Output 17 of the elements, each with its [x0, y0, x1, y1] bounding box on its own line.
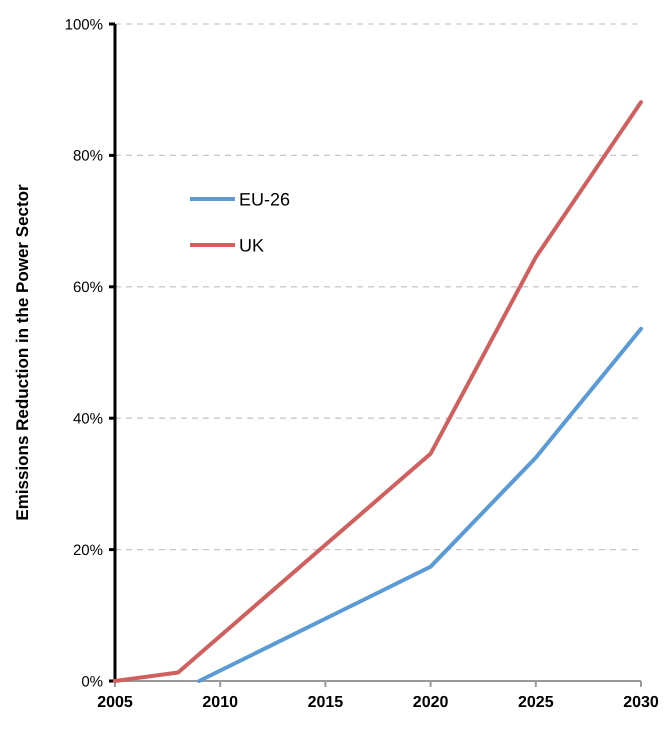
y-tick-label: 80% — [72, 148, 103, 165]
y-tick-label: 20% — [72, 542, 103, 559]
y-axis-title: Emissions Reduction in the Power Sector — [13, 184, 32, 521]
legend-label: UK — [239, 235, 264, 256]
y-tick-label: 60% — [72, 279, 103, 296]
x-tick-label: 2025 — [518, 694, 554, 711]
x-tick-label: 2020 — [412, 694, 448, 711]
line-series — [113, 100, 643, 683]
x-tick-label: 2005 — [97, 694, 133, 711]
x-tick-label: 2030 — [623, 694, 659, 711]
legend-label: EU-26 — [239, 189, 290, 210]
line-series — [197, 326, 643, 683]
y-tick-label: 0% — [81, 673, 103, 690]
x-tick-label: 2015 — [308, 694, 344, 711]
y-tick-label: 40% — [72, 410, 103, 428]
x-tick-label: 2010 — [202, 694, 238, 711]
y-tick-label: 100% — [64, 16, 103, 34]
